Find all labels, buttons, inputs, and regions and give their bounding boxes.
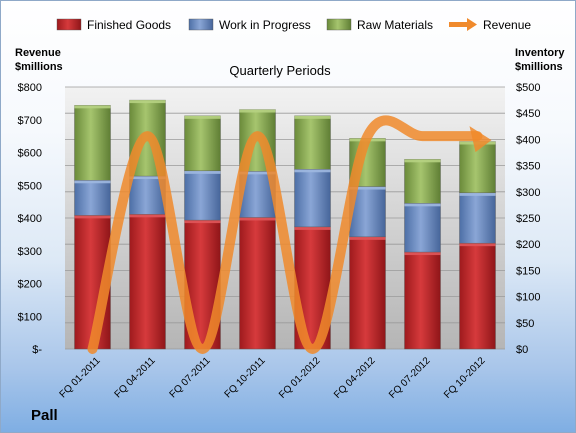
bar-finished-goods bbox=[349, 236, 386, 350]
legend-label: Raw Materials bbox=[357, 18, 433, 32]
x-tick-label: FQ 04-2011 bbox=[113, 355, 158, 400]
left-tick-label: $- bbox=[32, 344, 42, 356]
right-tick-label: $350 bbox=[516, 161, 540, 173]
right-tick-label: $100 bbox=[516, 292, 540, 304]
legend-label: Revenue bbox=[483, 18, 531, 32]
bar-work-in-progress bbox=[294, 169, 331, 228]
bar-cap bbox=[459, 192, 496, 196]
bar-raw-materials bbox=[294, 115, 331, 170]
x-tick-label: FQ 07-2012 bbox=[387, 355, 433, 401]
x-axis-ticks: FQ 01-2011 FQ 04-2011 FQ 07-2011 FQ 10-2011… bbox=[58, 355, 488, 401]
bar-finished-goods bbox=[459, 242, 496, 350]
bar-cap bbox=[404, 203, 441, 207]
right-axis-ticks: $0 $50 $100 $150 $200 $250 $300 $350 $400 $450 $50… bbox=[516, 82, 540, 356]
left-tick-label: $700 bbox=[18, 115, 42, 127]
bar-cap bbox=[294, 115, 331, 119]
right-tick-label: $200 bbox=[516, 239, 540, 251]
chart-title: Quarterly Periods bbox=[229, 63, 331, 78]
x-tick-label: FQ 04-2012 bbox=[332, 355, 378, 401]
left-tick-label: $800 bbox=[18, 82, 42, 94]
right-tick-label: $450 bbox=[516, 108, 540, 120]
bar-cap bbox=[404, 159, 441, 163]
bar-raw-materials bbox=[404, 159, 441, 204]
bar-cap bbox=[294, 169, 331, 173]
bar-cap bbox=[129, 100, 166, 104]
x-tick-label: FQ 10-2011 bbox=[223, 355, 268, 400]
revenue-arrow-head bbox=[469, 126, 492, 153]
bar-raw-materials bbox=[184, 115, 221, 172]
left-tick-label: $600 bbox=[18, 148, 42, 160]
right-tick-label: $500 bbox=[516, 82, 540, 94]
bar-cap bbox=[184, 170, 221, 174]
right-tick-label: $250 bbox=[516, 213, 540, 225]
legend-swatch bbox=[188, 18, 214, 31]
bar-work-in-progress bbox=[459, 192, 496, 244]
left-tick-label: $400 bbox=[18, 213, 42, 225]
bar-cap bbox=[239, 217, 276, 221]
bar-cap bbox=[184, 115, 221, 119]
right-tick-label: $50 bbox=[516, 318, 534, 330]
legend: Finished Goods Work in Progress Raw Materi… bbox=[56, 18, 531, 32]
legend-label: Finished Goods bbox=[87, 18, 171, 32]
right-tick-label: $300 bbox=[516, 187, 540, 199]
x-tick-label: FQ 07-2011 bbox=[168, 355, 213, 400]
bar-finished-goods bbox=[129, 214, 166, 350]
left-tick-label: $200 bbox=[18, 279, 42, 291]
right-tick-label: $400 bbox=[516, 134, 540, 146]
left-axis-ticks: $- $100 $200 $300 $400 $500 $600 $700 $800 bbox=[18, 82, 43, 356]
left-tick-label: $500 bbox=[18, 180, 42, 192]
bar-raw-materials bbox=[74, 105, 111, 181]
bar-cap bbox=[239, 109, 276, 113]
bar-cap bbox=[239, 171, 276, 175]
left-tick-label: $100 bbox=[18, 311, 42, 323]
bar-cap bbox=[74, 215, 111, 219]
bar-cap bbox=[349, 236, 386, 240]
bar-finished-goods bbox=[404, 251, 441, 350]
bar-cap bbox=[459, 243, 496, 247]
bar-cap bbox=[129, 214, 166, 218]
right-axis-title: Inventory $millions bbox=[515, 47, 565, 73]
bar-cap bbox=[184, 220, 221, 224]
x-tick-label: FQ 10-2012 bbox=[442, 355, 488, 401]
right-tick-label: $0 bbox=[516, 344, 528, 356]
bar-cap bbox=[404, 252, 441, 256]
bar-work-in-progress bbox=[74, 180, 111, 216]
x-tick-label: FQ 01-2012 bbox=[277, 355, 323, 401]
bar-cap bbox=[349, 186, 386, 190]
bar-finished-goods bbox=[239, 217, 276, 350]
legend-swatch bbox=[326, 18, 352, 31]
x-tick-label: FQ 01-2011 bbox=[58, 355, 103, 400]
bar-cap bbox=[294, 226, 331, 230]
left-tick-label: $300 bbox=[18, 246, 42, 258]
bar-work-in-progress bbox=[404, 203, 441, 253]
legend-revenue-arrow bbox=[467, 18, 477, 31]
left-axis-title: Revenue $millions bbox=[15, 47, 63, 73]
bar-work-in-progress bbox=[184, 170, 221, 221]
legend-swatch bbox=[56, 18, 82, 31]
right-tick-label: $150 bbox=[516, 265, 540, 277]
bar-cap bbox=[129, 176, 166, 180]
bar-cap bbox=[74, 105, 111, 109]
bar-cap bbox=[74, 180, 111, 184]
revenue-line bbox=[87, 115, 492, 354]
legend-label: Work in Progress bbox=[219, 18, 311, 32]
company-name: Pall bbox=[31, 407, 58, 424]
